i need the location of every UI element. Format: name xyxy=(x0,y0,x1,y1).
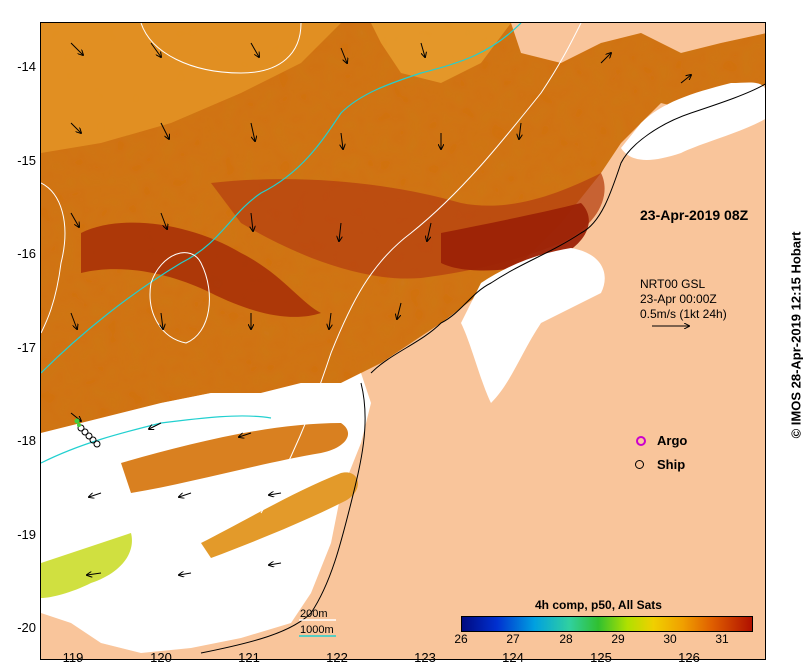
sst-band-south-2 xyxy=(121,423,349,493)
imos-credit: © IMOS 28-Apr-2019 12:15 Hobart xyxy=(788,231,804,439)
isobath-contour-left xyxy=(41,182,66,334)
current-time-label: 23-Apr 00:00Z xyxy=(640,292,717,306)
sst-map[interactable] xyxy=(41,23,766,660)
lon-label: 125 xyxy=(590,650,612,665)
depth-200m-label: 200m xyxy=(300,608,328,620)
ship-legend-icon xyxy=(635,460,644,469)
colorbar-tick: 26 xyxy=(454,632,468,646)
isobath-contour-loop xyxy=(149,252,210,344)
lat-label: -18 xyxy=(17,433,36,448)
lat-label: -17 xyxy=(17,340,36,355)
ship-legend-label: Ship xyxy=(657,457,686,472)
sst-cool-band-2 xyxy=(371,23,511,83)
colorbar-title: 4h comp, p50, All Sats xyxy=(535,598,662,612)
colorbar-tick: 27 xyxy=(506,632,520,646)
lat-label: -16 xyxy=(17,246,36,261)
no-data-area-coast xyxy=(461,248,605,403)
colorbar-tick: 29 xyxy=(611,632,625,646)
coastline xyxy=(370,83,765,374)
colorbar-tick: 31 xyxy=(715,632,729,646)
lon-label: 121 xyxy=(238,650,260,665)
isobath-1000m xyxy=(41,23,522,374)
current-vectors xyxy=(70,42,691,575)
lon-label: 124 xyxy=(502,650,524,665)
lon-label: 122 xyxy=(326,650,348,665)
sst-colorbar xyxy=(461,616,753,632)
lat-label: -14 xyxy=(17,59,36,74)
sst-cool-band xyxy=(41,23,341,153)
argo-floats xyxy=(74,418,81,427)
sst-band-south-3 xyxy=(41,533,132,598)
sst-band-south-1 xyxy=(201,472,358,558)
sst-hot-zone-1 xyxy=(81,222,321,317)
argo-legend-icon xyxy=(636,436,646,446)
map-frame[interactable] xyxy=(40,22,766,660)
coastline-south xyxy=(200,382,366,654)
lat-label: -19 xyxy=(17,527,36,542)
lat-label: -15 xyxy=(17,153,36,168)
depth-1000m-label: 1000m xyxy=(300,624,334,636)
isobath-contour-top xyxy=(140,23,302,74)
lon-label: 119 xyxy=(62,650,84,665)
current-scale-label: 0.5m/s (1kt 24h) xyxy=(640,307,727,321)
argo-legend-label: Argo xyxy=(657,433,688,448)
no-data-area-north xyxy=(621,82,765,160)
current-source-label: NRT00 GSL xyxy=(640,277,706,291)
lat-label: -20 xyxy=(17,620,36,635)
colorbar-tick: 30 xyxy=(663,632,677,646)
map-date-label: 23-Apr-2019 08Z xyxy=(640,207,749,223)
isobath-200m xyxy=(260,23,582,514)
colorbar-tick: 28 xyxy=(559,632,573,646)
lon-label: 126 xyxy=(678,650,700,665)
lon-label: 123 xyxy=(414,650,436,665)
lon-label: 120 xyxy=(150,650,172,665)
